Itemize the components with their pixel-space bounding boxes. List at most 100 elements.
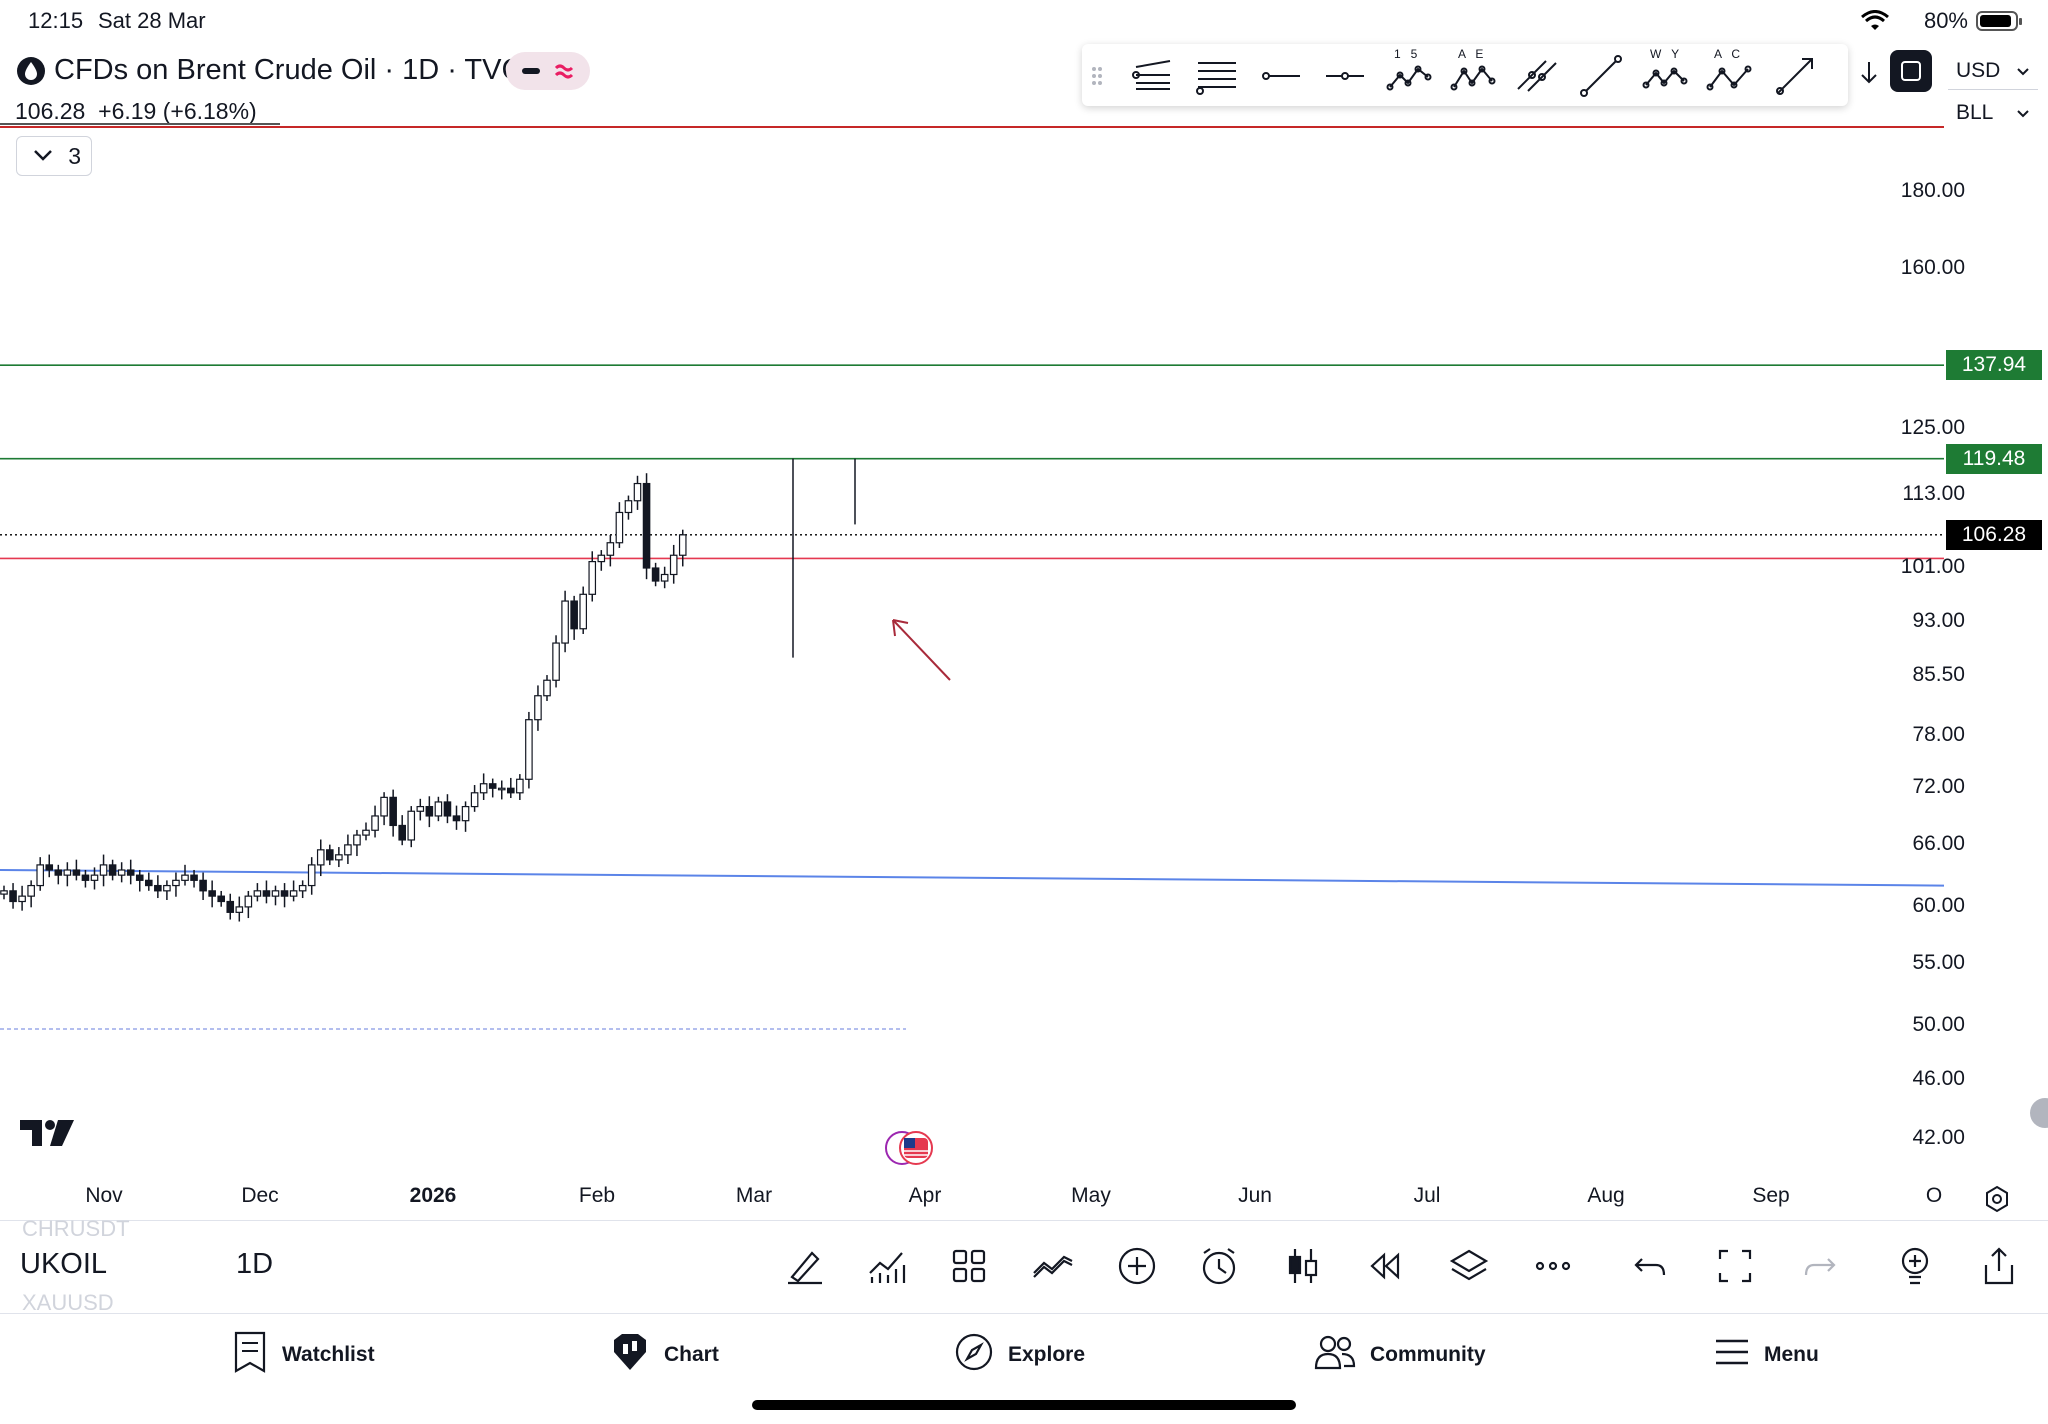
economic-events-icon[interactable] [884,1128,946,1168]
ideas-icon[interactable] [1892,1243,1938,1289]
candle [344,834,352,864]
pen-icon[interactable] [782,1243,828,1289]
fullscreen-icon[interactable] [1712,1243,1758,1289]
candle [362,822,370,841]
indicators-collapse-button[interactable]: 3 [16,136,92,176]
price-label: 137.94 [1946,350,2042,381]
candle [389,789,397,837]
candle [9,883,17,909]
candle [633,475,642,510]
candle [534,685,542,731]
price-tick: 180.00 [1900,179,1965,202]
market-status-badge[interactable] [506,52,590,90]
parallel-channel-icon[interactable] [1194,53,1240,99]
layout-grid-icon[interactable] [946,1243,992,1289]
chart-icon [610,1332,650,1378]
parallel-lines-icon[interactable] [1514,53,1560,99]
more-icon[interactable] [1530,1243,1576,1289]
horizontal-ray-icon[interactable] [1258,53,1304,99]
nav-chart[interactable]: Chart [610,1330,719,1380]
candle [244,890,253,919]
scroll-handle[interactable] [2030,1098,2048,1128]
time-tick: Apr [908,1184,942,1207]
candle [18,885,26,911]
symbol-logo-icon [16,56,46,86]
candle [516,774,524,800]
redo-icon[interactable] [1796,1243,1842,1289]
arrow-down-icon[interactable] [1854,54,1884,90]
arrow-line-icon[interactable] [1772,53,1818,99]
replay-icon[interactable] [1362,1243,1408,1289]
chevron-down-icon [2016,59,2030,83]
candle [443,794,452,824]
pattern-a-e-icon[interactable]: A E [1450,47,1496,99]
candle [235,896,244,922]
pattern-w-y-icon[interactable]: W Y [1642,47,1688,99]
undo-icon[interactable] [1628,1243,1674,1289]
time-tick: Jul [1413,1184,1441,1207]
time-tick: 2026 [409,1184,457,1207]
indicator-count: 3 [68,142,81,169]
currency-select[interactable]: USD [1948,52,2038,90]
settings-gear-icon[interactable] [1982,1184,2012,1214]
nav-chart-label: Chart [664,1343,719,1366]
time-tick: Nov [85,1184,123,1207]
pitchfan-icon[interactable] [1130,53,1176,99]
candle [470,785,479,812]
ticker-previous[interactable]: CHRUSDT [22,1216,130,1241]
candle [507,777,515,799]
indicators-icon[interactable] [864,1243,910,1289]
unit-select[interactable]: BLL [1948,94,2038,132]
nav-community-label: Community [1370,1343,1486,1366]
hamburger-icon [1714,1337,1750,1373]
candle [298,880,307,899]
candle [606,534,615,567]
nav-watchlist[interactable]: Watchlist [232,1330,375,1380]
candle [81,869,90,888]
drag-handle-icon[interactable] [1082,53,1112,99]
candle [570,595,578,640]
battery-icon [1976,10,2024,32]
candle [45,854,54,878]
candle [353,829,361,857]
nav-menu[interactable]: Menu [1714,1330,1819,1380]
candle [380,792,388,826]
horizontal-levels [0,364,1945,887]
pattern-1-5-icon[interactable]: 1 5 [1386,47,1432,99]
candle [154,875,162,899]
candle [452,805,461,830]
time-tick: May [1071,1184,1111,1207]
candle [434,796,443,822]
pattern-a-c-icon[interactable]: A C [1706,47,1752,99]
price-tick: 60.00 [1912,893,1965,917]
candle [371,805,379,838]
nav-explore-label: Explore [1008,1343,1086,1366]
watchlist-icon [232,1331,268,1379]
pattern-label: W Y [1650,47,1680,61]
pattern-label: A E [1458,47,1484,61]
symbol-title[interactable]: CFDs on Brent Crude Oil · 1D · TVC [54,54,523,86]
candle [226,893,235,920]
candle [27,880,35,908]
layers-icon[interactable] [1446,1243,1492,1289]
candle [651,562,660,587]
add-icon[interactable] [1114,1243,1160,1289]
candles-icon[interactable] [1280,1243,1326,1289]
horizontal-line-icon[interactable] [1322,53,1368,99]
sync-drawings-button[interactable] [1890,50,1932,92]
share-icon[interactable] [1976,1243,2022,1289]
trend-line-icon[interactable] [1578,53,1624,99]
time-tick: Feb [578,1184,616,1207]
candle [90,867,99,890]
alarm-icon[interactable] [1196,1243,1242,1289]
candle [561,590,569,653]
ticker-symbol[interactable]: UKOIL [20,1248,108,1280]
interval-button[interactable]: 1D [236,1248,274,1280]
compare-icon[interactable] [1030,1243,1076,1289]
candle [208,880,216,908]
nav-community[interactable]: Community [1314,1330,1486,1380]
ticker-next[interactable]: XAUUSD [22,1290,114,1315]
nav-explore[interactable]: Explore [954,1330,1085,1380]
time-tick: Aug [1587,1184,1625,1207]
